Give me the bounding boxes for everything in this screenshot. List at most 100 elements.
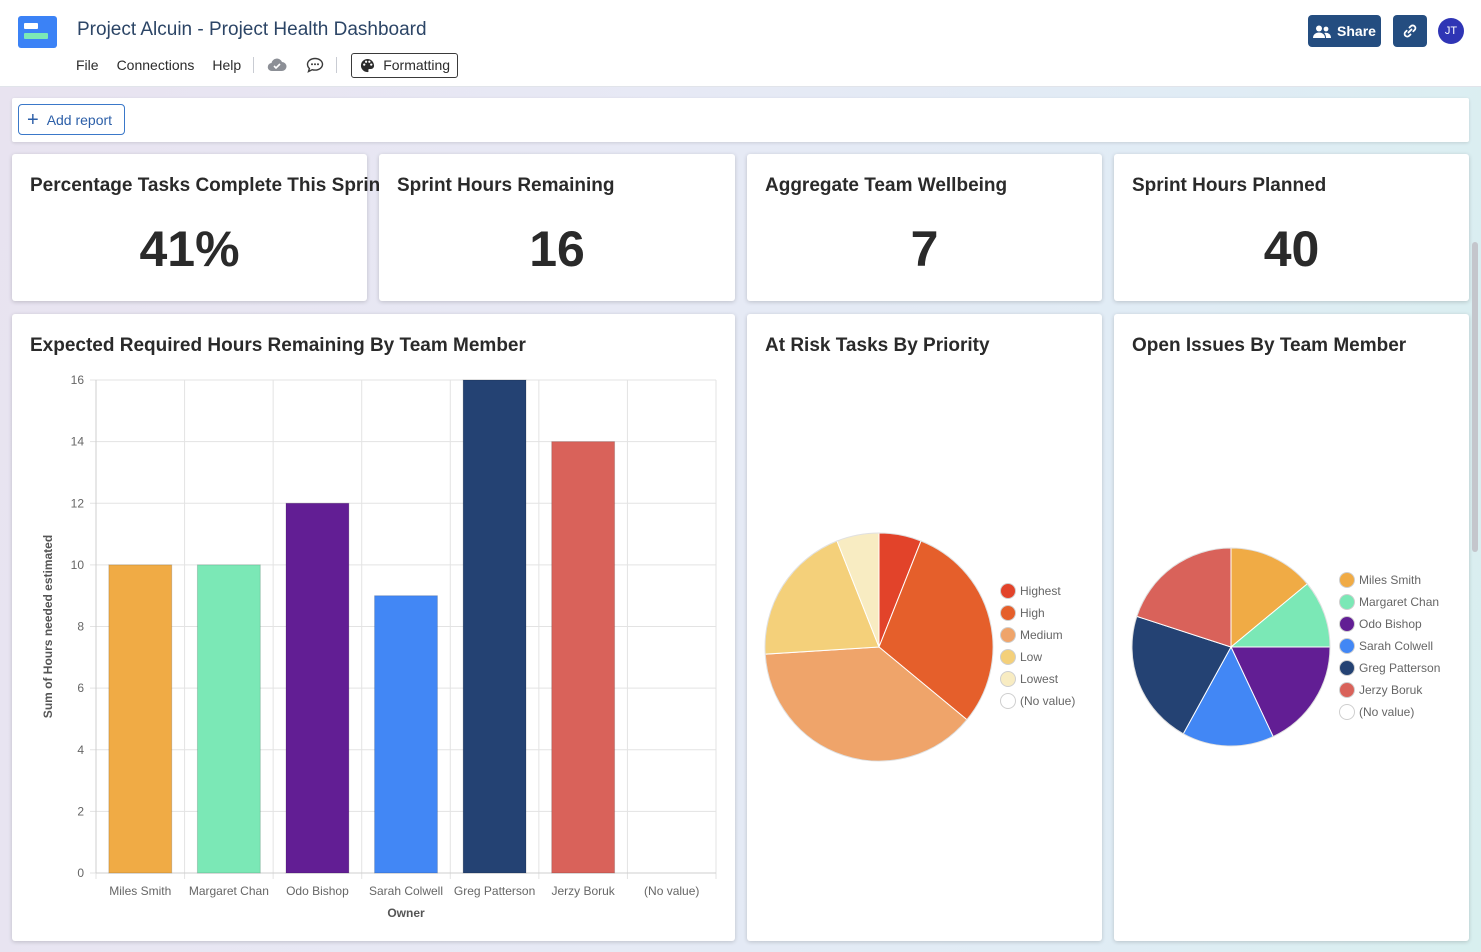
- bar-margaret-chan: [196, 564, 261, 874]
- legend-label: Lowest: [1020, 672, 1059, 686]
- legend-label: (No value): [1020, 694, 1075, 708]
- pie-slice-high: [878, 540, 994, 721]
- share-button[interactable]: Share: [1308, 15, 1381, 47]
- bar-chart: 0 2 4 6 8 10 12 14 16 Miles Smith Margaret Chan Odo…: [41, 373, 717, 920]
- chart-title: Expected Required Hours Remaining By Tea…: [30, 335, 526, 356]
- link-icon: [1403, 24, 1417, 38]
- pie-chart-priority: Highest High Medium Low Lowest (No value): [764, 532, 1075, 762]
- x-tick-label: Sarah Colwell: [369, 884, 443, 898]
- bar-miles-smith: [108, 564, 173, 874]
- formatting-button[interactable]: Formatting: [351, 52, 459, 78]
- pie-slice-sarah-colwell: [1182, 645, 1274, 747]
- x-axis-title: Owner: [387, 906, 425, 920]
- copy-link-button[interactable]: [1393, 15, 1427, 47]
- y-tick-label: 12: [71, 496, 85, 510]
- legend-label: Greg Patterson: [1359, 661, 1440, 675]
- pie-slice-margaret-chan: [1229, 583, 1331, 648]
- bar-sarah-colwell: [374, 595, 438, 874]
- y-tick-label: 2: [77, 804, 84, 818]
- legend-label: Miles Smith: [1359, 573, 1421, 587]
- comment-icon[interactable]: [304, 54, 326, 76]
- palette-icon: [361, 58, 375, 72]
- x-tick-label: Margaret Chan: [189, 884, 269, 898]
- pie-slice-jerzy-boruk: [1136, 547, 1232, 648]
- kpi-title: Sprint Hours Remaining: [397, 175, 615, 196]
- legend-swatch: [1000, 693, 1016, 709]
- menubar: File Connections Help Formatting: [76, 52, 459, 78]
- plus-icon: +: [27, 108, 39, 131]
- legend-label: Medium: [1020, 628, 1063, 642]
- pie-chart-team: Miles Smith Margaret Chan Odo Bishop Sarah …: [1131, 547, 1440, 747]
- report-toolbar: + Add report: [12, 98, 1469, 142]
- bar-odo-bishop: [285, 502, 350, 874]
- bar-jerzy-boruk: [551, 441, 616, 874]
- kpi-card-tasks-complete[interactable]: Percentage Tasks Complete This Sprint 41…: [12, 154, 387, 301]
- legend-swatch: [1000, 627, 1016, 643]
- legend-swatch: [1339, 638, 1355, 654]
- x-tick-label: (No value): [644, 884, 699, 898]
- kpi-value: 16: [529, 221, 585, 277]
- y-tick-label: 16: [71, 373, 85, 387]
- legend-label: High: [1020, 606, 1045, 620]
- pie-chart-card-team[interactable]: Open Issues By Team Member Miles Smith Ma…: [1114, 314, 1469, 941]
- legend-swatch: [1000, 583, 1016, 599]
- kpi-card-team-wellbeing[interactable]: Aggregate Team Wellbeing 7: [747, 154, 1102, 301]
- y-tick-label: 8: [77, 620, 84, 634]
- cloud-icon[interactable]: [266, 54, 288, 76]
- legend-label: Highest: [1020, 584, 1061, 598]
- add-report-button[interactable]: + Add report: [18, 104, 125, 135]
- legend-label: Jerzy Boruk: [1359, 683, 1423, 697]
- kpi-value: 41%: [139, 221, 240, 277]
- legend-swatch: [1339, 682, 1355, 698]
- app-logo[interactable]: [18, 16, 57, 48]
- chart-title: At Risk Tasks By Priority: [765, 335, 990, 356]
- legend-swatch: [1000, 605, 1016, 621]
- legend-swatch: [1339, 704, 1355, 720]
- share-label: Share: [1337, 23, 1376, 39]
- menu-file[interactable]: File: [76, 57, 99, 73]
- y-tick-label: 14: [71, 435, 85, 449]
- bar-greg-patterson: [462, 379, 527, 874]
- pie-slice-greg-patterson: [1131, 615, 1232, 735]
- share-users-icon: [1313, 25, 1332, 38]
- kpi-title: Sprint Hours Planned: [1132, 175, 1327, 196]
- dashboard-canvas: + Add report Percentage Tasks Complete T…: [0, 87, 1481, 952]
- pie-slice-miles-smith: [1230, 547, 1308, 649]
- vertical-scrollbar[interactable]: [1472, 242, 1478, 552]
- y-tick-label: 0: [77, 866, 84, 880]
- y-tick-label: 4: [77, 743, 84, 757]
- menu-help[interactable]: Help: [212, 57, 242, 73]
- pie-outline: [1131, 547, 1331, 747]
- y-tick-label: 6: [77, 681, 84, 695]
- kpi-card-hours-remaining[interactable]: Sprint Hours Remaining 16: [379, 154, 735, 301]
- kpi-value: 40: [1263, 221, 1320, 277]
- legend-swatch: [1339, 660, 1355, 676]
- kpi-value: 7: [910, 221, 939, 277]
- y-tick-label: 10: [71, 558, 85, 572]
- kpi-card-hours-planned[interactable]: Sprint Hours Planned 40: [1114, 154, 1469, 301]
- y-axis-title: Sum of Hours needed estimated: [41, 535, 55, 718]
- avatar[interactable]: JT: [1438, 18, 1464, 44]
- legend-swatch: [1000, 649, 1016, 665]
- pie-slice-odo-bishop: [1230, 646, 1331, 738]
- chart-title: Open Issues By Team Member: [1132, 335, 1407, 356]
- menu-separator: [253, 57, 255, 73]
- pie-chart-card-priority[interactable]: At Risk Tasks By Priority Highest High Med…: [747, 314, 1102, 941]
- legend-label: Sarah Colwell: [1359, 639, 1433, 653]
- menu-connections[interactable]: Connections: [116, 57, 195, 73]
- legend-label: Low: [1020, 650, 1042, 664]
- pie-outline: [764, 532, 994, 762]
- kpi-title: Percentage Tasks Complete This Sprint: [30, 175, 387, 196]
- legend-label: Margaret Chan: [1359, 595, 1439, 609]
- document-title[interactable]: Project Alcuin - Project Health Dashboar…: [77, 19, 427, 40]
- legend-swatch: [1339, 572, 1355, 588]
- x-tick-label: Miles Smith: [109, 884, 171, 898]
- pie-slice-medium: [764, 646, 968, 762]
- legend-swatch: [1339, 616, 1355, 632]
- x-tick-label: Greg Patterson: [454, 884, 535, 898]
- x-tick-label: Odo Bishop: [286, 884, 349, 898]
- add-report-label: Add report: [46, 111, 113, 128]
- bar-chart-card[interactable]: Expected Required Hours Remaining By Tea…: [12, 314, 735, 941]
- formatting-label: Formatting: [383, 57, 451, 73]
- menu-separator-2: [336, 57, 338, 73]
